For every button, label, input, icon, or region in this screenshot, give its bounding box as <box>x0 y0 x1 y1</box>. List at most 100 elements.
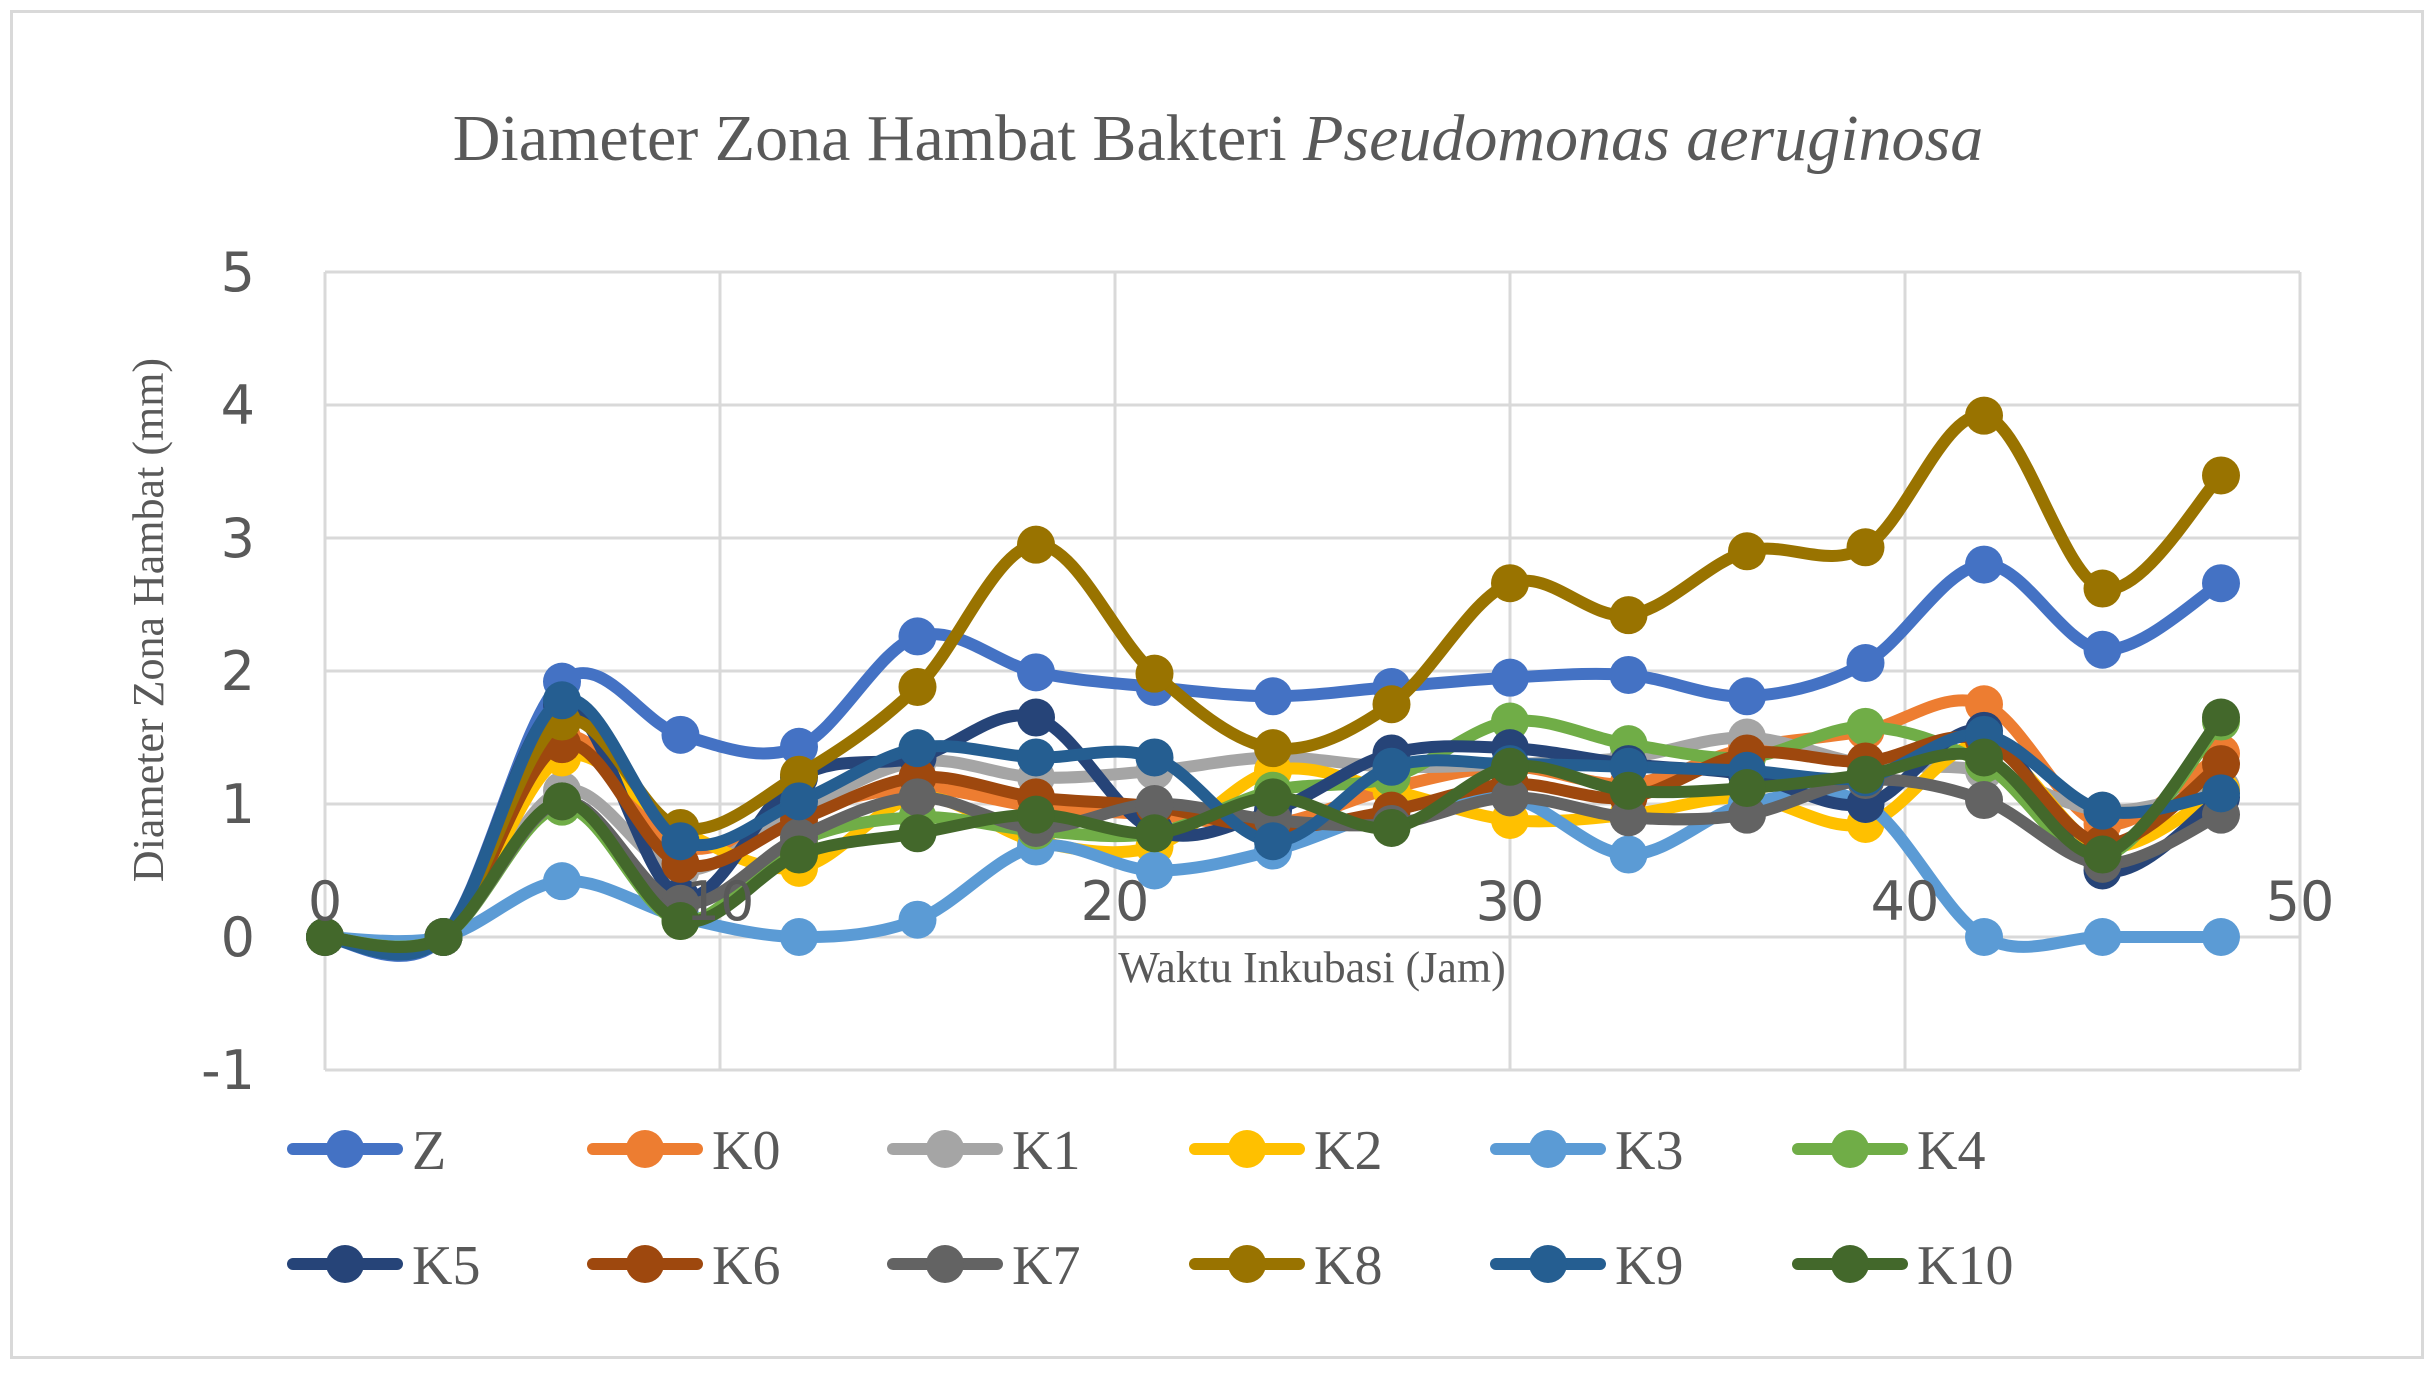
x-tick-label: 20 <box>1081 870 1150 933</box>
legend-marker <box>926 1245 964 1283</box>
data-point <box>661 902 700 941</box>
x-tick-label: 30 <box>1476 870 1545 933</box>
data-point <box>2083 918 2122 956</box>
legend-item-k9: K9 <box>1490 1235 1683 1297</box>
data-point <box>1491 702 1529 741</box>
data-point <box>306 918 344 956</box>
data-point <box>1609 835 1648 874</box>
y-tick-label: 1 <box>221 773 255 836</box>
legend-label: K4 <box>1917 1120 1985 1182</box>
legend-marker <box>926 1130 964 1168</box>
data-point <box>780 835 818 874</box>
data-point <box>1254 729 1292 768</box>
legend-label: K6 <box>712 1235 780 1297</box>
legend: Z K0 K1 K2 K3 K4 K5 K6 K7 K8 K9 K10 <box>287 1120 2013 1297</box>
legend-label: K0 <box>712 1120 780 1182</box>
data-point <box>424 918 463 956</box>
series-line-z <box>319 558 2227 962</box>
data-point <box>780 782 818 821</box>
data-point <box>1965 918 2003 956</box>
legend-label: K7 <box>1012 1235 1080 1297</box>
data-point <box>1017 795 1055 834</box>
data-point <box>1254 778 1292 817</box>
data-point <box>2202 774 2240 813</box>
legend-marker <box>1831 1245 1869 1283</box>
legend-marker <box>1228 1130 1266 1168</box>
data-point <box>1846 528 1885 567</box>
data-point <box>898 778 937 817</box>
data-point <box>1728 532 1766 571</box>
legend-item-k1: K1 <box>887 1120 1080 1182</box>
data-point <box>2202 698 2240 737</box>
data-point <box>1135 654 1174 693</box>
chart-title-italic: Pseudomonas aeruginosa <box>1302 102 1983 175</box>
legend-label: K5 <box>412 1235 480 1297</box>
data-point <box>2202 564 2240 603</box>
data-point <box>1017 738 1055 777</box>
data-point <box>780 755 818 794</box>
data-point <box>1965 738 2003 777</box>
legend-item-k8: K8 <box>1189 1235 1382 1297</box>
x-tick-label: 10 <box>686 870 755 933</box>
y-axis-title: Diameter Zona Hambat (mm) <box>124 358 173 882</box>
data-point <box>2083 630 2122 669</box>
legend-item-k2: K2 <box>1189 1120 1382 1182</box>
legend-label: K8 <box>1314 1235 1382 1297</box>
legend-item-k7: K7 <box>887 1235 1080 1297</box>
data-point <box>1965 545 2003 584</box>
legend-item-k5: K5 <box>287 1235 480 1297</box>
data-point <box>2083 569 2122 608</box>
data-point <box>1728 769 1766 808</box>
legend-item-k3: K3 <box>1490 1120 1683 1182</box>
data-point <box>1017 653 1055 692</box>
data-point <box>1017 698 1055 737</box>
data-point <box>898 814 937 853</box>
legend-item-k4: K4 <box>1792 1120 1985 1182</box>
data-point <box>543 681 581 720</box>
data-point <box>1372 808 1411 847</box>
data-point <box>1372 747 1411 786</box>
data-point <box>898 900 937 939</box>
data-point <box>898 617 937 656</box>
data-point <box>1846 644 1885 683</box>
legend-marker <box>326 1245 364 1283</box>
legend-marker <box>626 1245 664 1283</box>
x-tick-label: 0 <box>308 870 342 933</box>
legend-label: K3 <box>1615 1120 1683 1182</box>
data-point <box>1609 771 1648 810</box>
legend-label: K2 <box>1314 1120 1382 1182</box>
data-point <box>1491 658 1529 697</box>
data-point <box>1965 396 2003 435</box>
series-k10 <box>306 698 2240 956</box>
legend-marker <box>1529 1130 1567 1168</box>
chart-title-main: Diameter Zona Hambat Bakteri <box>453 102 1303 175</box>
legend-label: K10 <box>1917 1235 2013 1297</box>
data-point <box>1609 655 1648 694</box>
x-tick-label: 50 <box>2266 870 2335 933</box>
data-point <box>2202 745 2240 784</box>
data-point <box>1491 747 1529 786</box>
chart-title: Diameter Zona Hambat Bakteri Pseudomonas… <box>453 102 1984 175</box>
data-point <box>1017 525 1055 564</box>
legend-item-k0: K0 <box>587 1120 780 1182</box>
data-point <box>661 715 700 754</box>
data-point <box>1491 778 1529 817</box>
legend-marker <box>1529 1245 1567 1283</box>
y-tick-label: 5 <box>221 241 255 304</box>
data-point <box>543 862 581 901</box>
data-point <box>1846 707 1885 746</box>
legend-label: K9 <box>1615 1235 1683 1297</box>
data-point <box>2202 918 2240 956</box>
data-point <box>780 727 818 766</box>
data-point <box>780 918 818 956</box>
legend-label: K1 <box>1012 1120 1080 1182</box>
data-point <box>1135 814 1174 853</box>
data-point <box>1846 755 1885 794</box>
data-point <box>1965 781 2003 820</box>
data-point <box>1254 677 1292 716</box>
data-point <box>2083 835 2122 874</box>
data-point <box>543 782 581 821</box>
data-point <box>1609 596 1648 635</box>
data-point <box>661 822 700 861</box>
